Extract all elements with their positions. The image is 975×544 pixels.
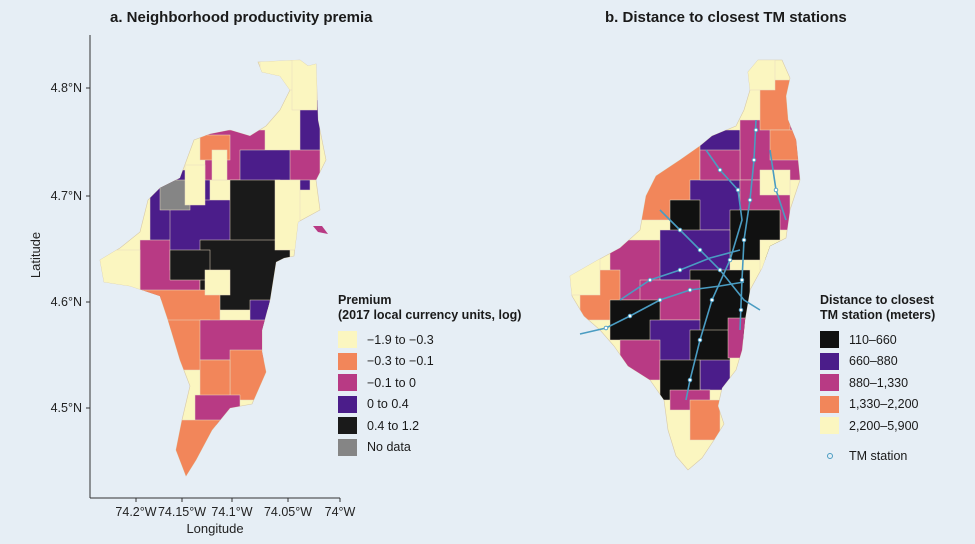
legend-swatch [820, 331, 839, 349]
panel-b-title: b. Distance to closest TM stations [605, 9, 847, 26]
legend-title-line: TM station (meters) [820, 308, 936, 322]
y-tick-label: 4.5°N [51, 401, 82, 415]
legend-swatch [338, 417, 357, 435]
y-ticks [86, 87, 90, 409]
x-tick-label: 74.2°W [115, 505, 156, 519]
legend-label: 0 to 0.4 [367, 397, 409, 412]
legend-item-station: TM station [820, 449, 970, 463]
legend-swatch [820, 417, 839, 435]
legend-item: No data [338, 437, 538, 459]
legend-title-line: Distance to closest [820, 293, 934, 307]
legend-swatch [338, 374, 357, 392]
legend-item: 880–1,330 [820, 372, 970, 394]
legend-label: 110–660 [849, 332, 897, 347]
legend-item: 660–880 [820, 351, 970, 373]
legend-item: 0 to 0.4 [338, 394, 538, 416]
y-tick-label: 4.6°N [51, 295, 82, 309]
y-axis-title: Latitude [28, 232, 43, 278]
map-a: 74.2°W 74.15°W 74.1°W 74.05°W 74°W 4.8°N… [28, 35, 356, 536]
legend-label: −0.1 to 0 [367, 375, 416, 390]
station-marker-icon [820, 450, 839, 462]
legend-label: −0.3 to −0.1 [367, 354, 434, 369]
map-b-regions [570, 60, 800, 441]
x-axis-title: Longitude [186, 521, 243, 536]
legend-distance-title: Distance to closest TM station (meters) [820, 293, 970, 323]
legend-swatch [338, 331, 357, 349]
y-tick-label: 4.7°N [51, 189, 82, 203]
legend-item: 2,200–5,900 [820, 415, 970, 437]
legend-swatch [820, 395, 839, 413]
legend-item: 0.4 to 1.2 [338, 415, 538, 437]
legend-premium: Premium (2017 local currency units, log)… [338, 293, 538, 458]
x-tick-label: 74°W [325, 505, 356, 519]
legend-label: No data [367, 440, 411, 455]
legend-item: −1.9 to −0.3 [338, 329, 538, 351]
legend-item: −0.3 to −0.1 [338, 351, 538, 373]
x-tick-label: 74.1°W [211, 505, 252, 519]
legend-swatch [338, 395, 357, 413]
legend-label: −1.9 to −0.3 [367, 332, 434, 347]
map-b [569, 59, 801, 471]
legend-label: 2,200–5,900 [849, 418, 919, 433]
legend-item: 110–660 [820, 329, 970, 351]
legend-swatch [338, 438, 357, 456]
legend-item: 1,330–2,200 [820, 394, 970, 416]
legend-swatch [820, 374, 839, 392]
legend-item: −0.1 to 0 [338, 372, 538, 394]
panel-a-title: a. Neighborhood productivity premia [110, 9, 373, 26]
y-tick-label: 4.8°N [51, 81, 82, 95]
legend-swatch [338, 352, 357, 370]
legend-label: 0.4 to 1.2 [367, 418, 420, 433]
legend-label: 1,330–2,200 [849, 397, 919, 412]
legend-label: 880–1,330 [849, 375, 909, 390]
legend-label: TM station [849, 448, 908, 463]
x-tick-label: 74.05°W [264, 505, 312, 519]
x-ticks [135, 498, 341, 502]
legend-label: 660–880 [849, 354, 898, 369]
legend-title-line: Premium [338, 293, 392, 307]
tm-station-dots [603, 127, 779, 383]
x-tick-label: 74.15°W [158, 505, 206, 519]
map-a-islet [313, 226, 328, 234]
legend-distance: Distance to closest TM station (meters) … [820, 293, 970, 463]
legend-swatch [820, 352, 839, 370]
legend-title-line: (2017 local currency units, log) [338, 308, 522, 322]
legend-premium-title: Premium (2017 local currency units, log) [338, 293, 538, 323]
